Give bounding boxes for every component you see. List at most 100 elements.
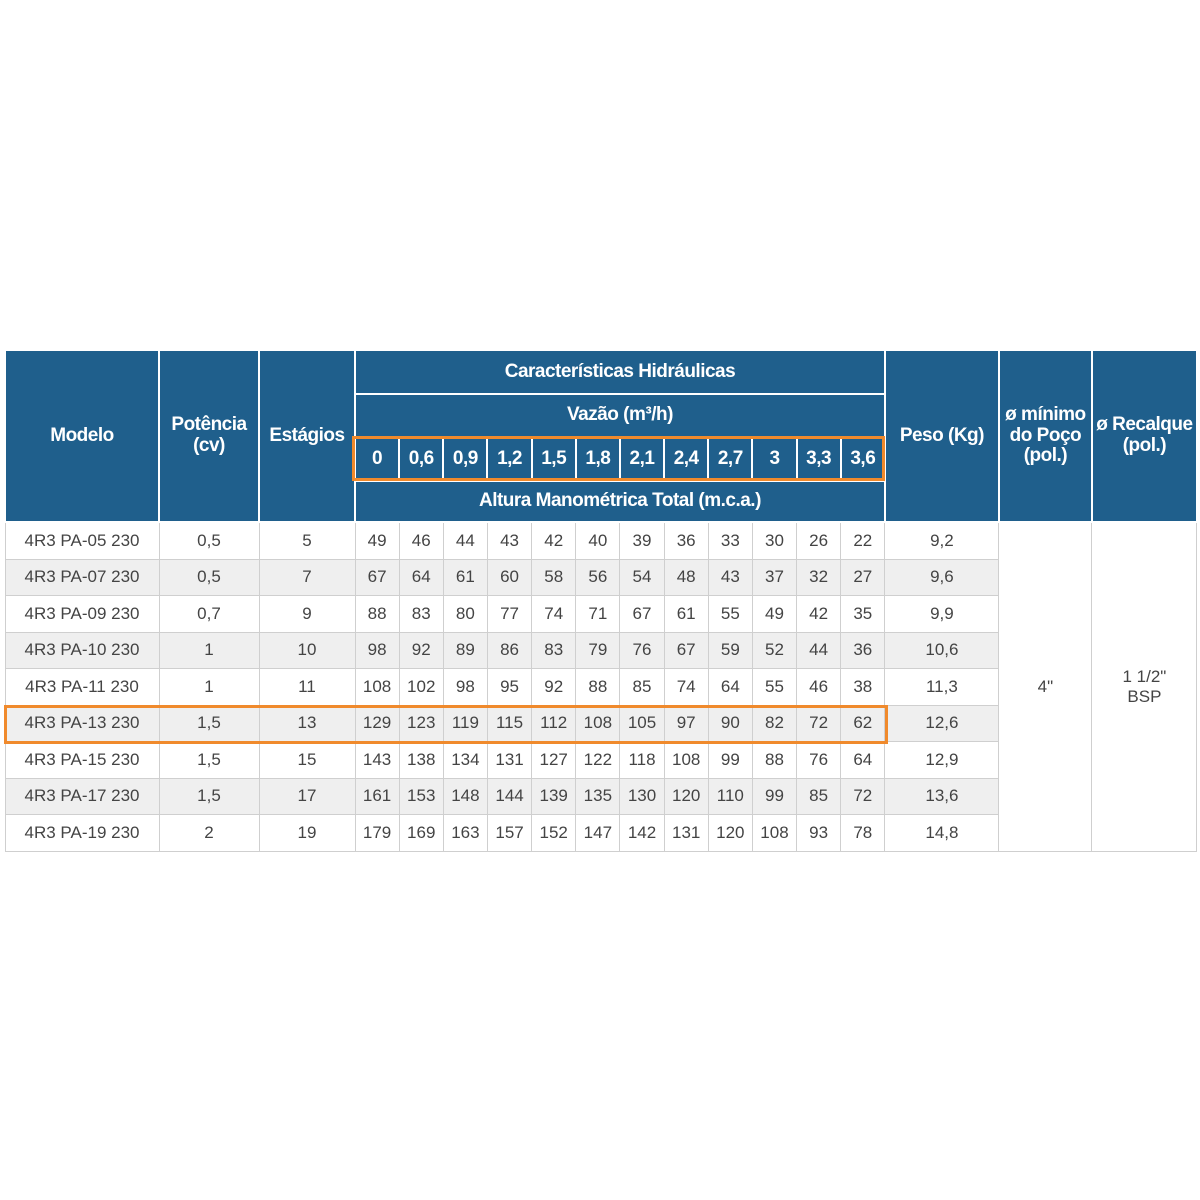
data-cell: 108: [354, 668, 400, 706]
data-cell: 17: [258, 777, 356, 815]
data-cell: 9,2: [884, 521, 1000, 560]
data-cell: 55: [707, 595, 753, 633]
data-cell: 120: [707, 814, 753, 852]
data-cell: 118: [619, 741, 665, 779]
data-cell: 10: [258, 631, 356, 669]
data-cell: 110: [707, 777, 753, 815]
data-cell: 2: [158, 814, 260, 852]
data-cell: 115: [486, 704, 533, 742]
data-cell: 42: [796, 595, 842, 633]
data-cell: 7: [258, 558, 356, 596]
data-cell: 13: [258, 704, 356, 742]
data-cell: 138: [398, 741, 444, 779]
data-cell: 143: [354, 741, 400, 779]
data-cell: 4R3 PA-05 230: [4, 521, 160, 560]
data-cell: 102: [398, 668, 444, 706]
data-cell: 86: [486, 631, 533, 669]
data-cell: 0,5: [158, 558, 260, 596]
data-cell: 15: [258, 741, 356, 779]
data-cell: 74: [531, 595, 577, 633]
data-cell: 4R3 PA-07 230: [4, 558, 160, 596]
header-row: Modelo Potência (cv) Estágios Característic…: [4, 349, 1198, 523]
flow-value: 3,6: [839, 436, 886, 482]
data-cell: 49: [751, 595, 798, 633]
data-cell: 46: [796, 668, 842, 706]
data-cell: 129: [354, 704, 400, 742]
data-cell: 83: [398, 595, 444, 633]
flow-value: 3,3: [795, 436, 842, 482]
header-cell: Altura Manométrica Total (m.c.a.): [354, 480, 886, 523]
data-cell: 85: [796, 777, 842, 815]
header-cell: ø mínimo do Poço (pol.): [997, 349, 1093, 523]
data-cell: 1,5: [158, 741, 260, 779]
data-row: 4R3 PA-13 230 1,5 13 129 123 119 115 112 108 105 9…: [4, 704, 1197, 742]
data-cell: 99: [751, 777, 798, 815]
data-cell: 11: [258, 668, 356, 706]
data-cell: 112: [531, 704, 577, 742]
data-cell: 58: [531, 558, 577, 596]
data-cell: 88: [354, 595, 400, 633]
data-row: 4R3 PA-17 230 1,5 17 161 153 148 144 139 135 130 1…: [4, 777, 1197, 815]
data-cell: 9: [258, 595, 356, 633]
data-cell: 55: [751, 668, 798, 706]
data-cell: 33: [707, 521, 753, 560]
data-cell: 134: [442, 741, 488, 779]
flow-value: 3: [751, 436, 798, 482]
data-cell: 1: [158, 668, 260, 706]
header-cell: Características Hidráulicas: [354, 349, 886, 395]
data-cell: 85: [619, 668, 665, 706]
data-cell: 5: [258, 521, 356, 560]
data-cell: 60: [486, 558, 533, 596]
data-cell: 40: [575, 521, 621, 560]
data-cell: 88: [575, 668, 621, 706]
spec-table: Modelo Potência (cv) Estágios Característic…: [4, 349, 1198, 852]
data-cell: 1: [158, 631, 260, 669]
data-cell: 95: [486, 668, 533, 706]
data-cell: 44: [442, 521, 488, 560]
data-cell: 1,5: [158, 704, 260, 742]
data-cell: 12,9: [884, 741, 1000, 779]
data-row: 4R3 PA-07 230 0,5 7 67 64 61 60 58 56 54 48 43 37 32 2…: [4, 558, 1197, 596]
data-cell: 4R3 PA-09 230: [4, 595, 160, 633]
header-row: Vazão (m³/h): [5, 393, 1197, 438]
data-cell: 27: [840, 558, 886, 596]
data-cell: 11,3: [884, 668, 1000, 706]
flow-value: 1,5: [530, 436, 577, 482]
data-cell: 59: [707, 631, 753, 669]
flow-value: 2,4: [663, 436, 710, 482]
data-cell: 4R3 PA-11 230: [4, 668, 160, 706]
data-cell: 108: [751, 814, 798, 852]
header-cell: Estágios: [258, 349, 356, 523]
data-cell: 179: [354, 814, 400, 852]
flow-value: 0: [353, 436, 401, 482]
data-cell: 30: [751, 521, 798, 560]
data-cell: 37: [751, 558, 798, 596]
spec-table-wrap: Modelo Potência (cv) Estágios Característic…: [4, 349, 1198, 852]
data-cell: 98: [354, 631, 400, 669]
data-cell: 131: [663, 814, 709, 852]
data-cell: 142: [619, 814, 665, 852]
data-cell: 36: [840, 631, 886, 669]
data-cell: 67: [663, 631, 709, 669]
data-row: 4R3 PA-19 230 2 19 179 169 163 157 152 147 142 131…: [4, 814, 1197, 852]
data-cell: 98: [442, 668, 488, 706]
discharge-cell: 1 1/2" BSP: [1091, 521, 1198, 852]
data-cell: 97: [663, 704, 709, 742]
data-cell: 4R3 PA-10 230: [4, 631, 160, 669]
header-cell: ø Recalque (pol.): [1090, 349, 1198, 523]
data-cell: 161: [354, 777, 400, 815]
data-cell: 119: [442, 704, 488, 742]
flow-value: 0,9: [442, 436, 489, 482]
data-cell: 4R3 PA-15 230: [4, 741, 160, 779]
data-cell: 130: [619, 777, 665, 815]
data-cell: 62: [840, 704, 886, 742]
data-cell: 80: [442, 595, 488, 633]
data-cell: 10,6: [884, 631, 1000, 669]
data-row: 4R3 PA-11 230 1 11 108 102 98 95 92 88 85 74 64 55 46…: [4, 668, 1197, 706]
flow-value: 0,6: [398, 436, 445, 482]
data-cell: 56: [575, 558, 621, 596]
data-cell: 108: [575, 704, 621, 742]
data-cell: 61: [442, 558, 488, 596]
header-cell: Potência (cv): [158, 349, 260, 523]
data-cell: 78: [840, 814, 886, 852]
